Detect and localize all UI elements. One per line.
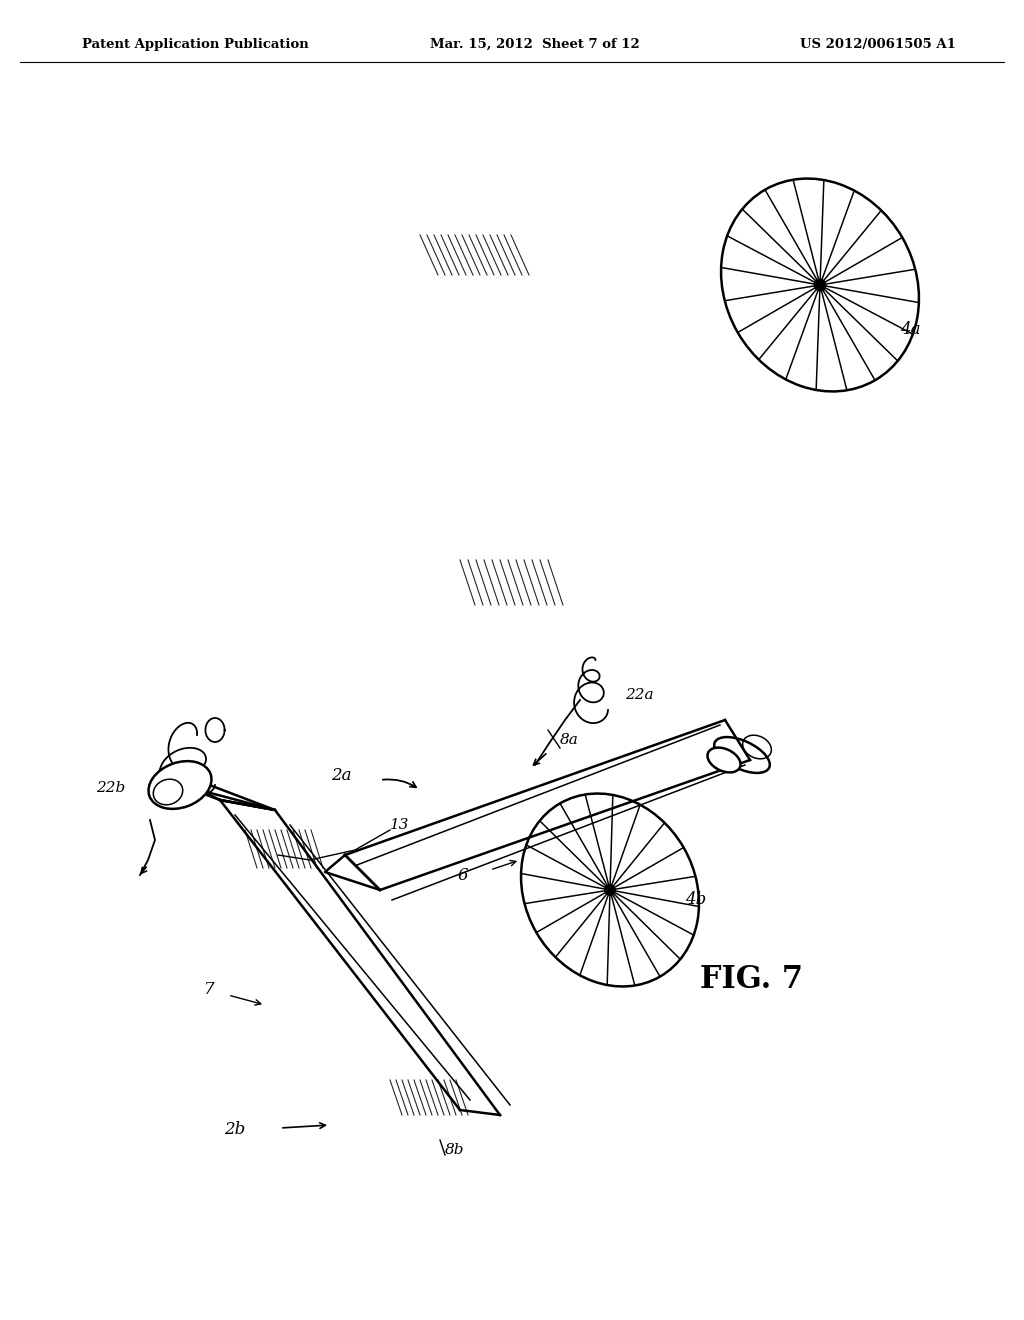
- Text: 4b: 4b: [685, 891, 707, 908]
- Text: 6: 6: [458, 866, 468, 883]
- Text: 22b: 22b: [96, 781, 125, 795]
- Text: 7: 7: [205, 982, 215, 998]
- Text: 4a: 4a: [900, 322, 921, 338]
- Text: 2a: 2a: [332, 767, 352, 784]
- Text: Mar. 15, 2012  Sheet 7 of 12: Mar. 15, 2012 Sheet 7 of 12: [430, 38, 640, 51]
- Ellipse shape: [148, 762, 212, 809]
- Text: 8b: 8b: [445, 1143, 465, 1158]
- Text: 8a: 8a: [560, 733, 579, 747]
- Text: US 2012/0061505 A1: US 2012/0061505 A1: [800, 38, 955, 51]
- Text: 22a: 22a: [625, 688, 653, 702]
- Circle shape: [605, 884, 615, 895]
- Circle shape: [814, 280, 825, 290]
- Text: FIG. 7: FIG. 7: [700, 965, 803, 995]
- Text: 13: 13: [390, 818, 410, 832]
- Ellipse shape: [708, 747, 740, 772]
- Text: 2b: 2b: [224, 1122, 245, 1138]
- Text: Patent Application Publication: Patent Application Publication: [82, 38, 309, 51]
